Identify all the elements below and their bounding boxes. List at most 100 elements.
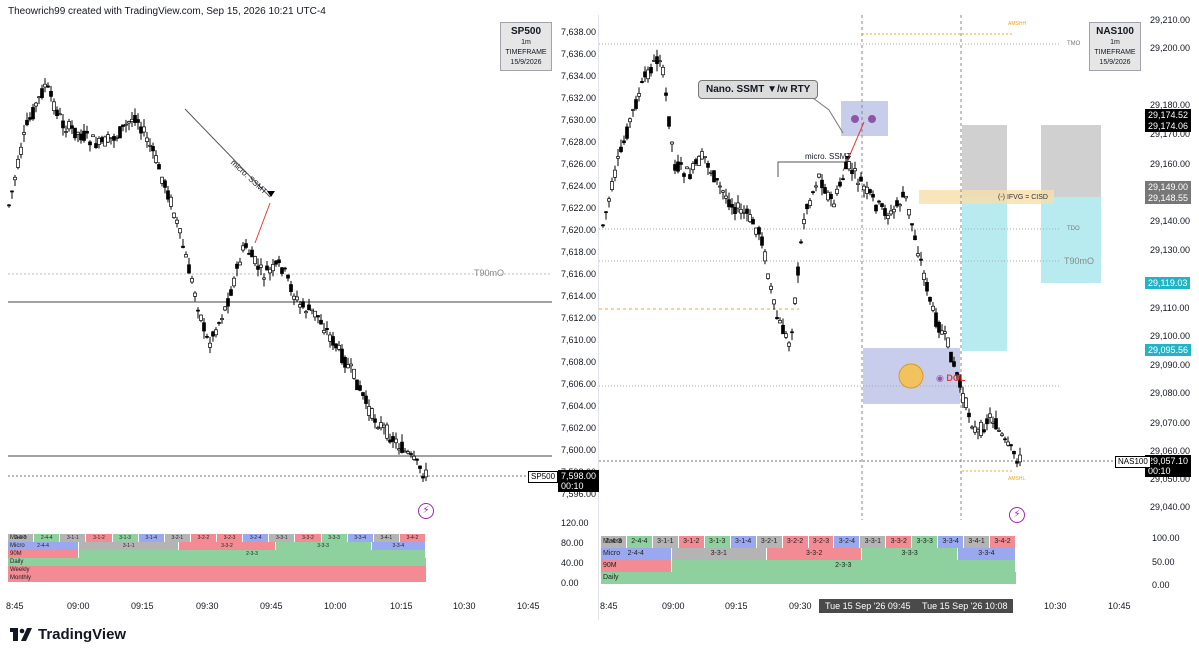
candle-body [358,385,362,391]
candle-body [385,424,389,439]
candle-body [292,295,296,300]
candle-body [910,223,914,226]
candle-body [214,329,218,336]
candle-body [901,191,905,198]
candle-body [1006,441,1010,446]
candle-body [400,441,404,453]
candle-body [895,200,899,207]
right-cyan-box-2 [1041,197,1101,283]
candle-body [100,137,104,143]
left-symbol-box: SP500 1m TIMEFRAME 15/9/2026 [500,22,552,71]
candle-body [241,245,245,251]
candle-body [691,163,695,171]
right-price-tick: 29,060.00 [1150,446,1191,456]
candle-body [346,364,350,369]
right-symbol-box: NAS100 1m TIMEFRAME 15/9/2026 [1089,22,1141,71]
left-price-tick: 7,634.00 [561,71,597,81]
right-lightning-icon[interactable]: ⚡ [1009,507,1025,523]
right-moon-icon [898,363,924,389]
candle-body [760,236,764,246]
candle-body [1000,433,1004,436]
candle-body [262,277,266,280]
micro-row: 2-4-4 3-3-1 3-3-2 3-3-3 3-3-4 Micro [601,548,1016,560]
candle-body [7,204,11,207]
candle-body [682,173,686,177]
candle-body [79,133,83,141]
candle-body [961,393,965,404]
micro-row: 2-4-4 3-1-1 3-3-2 3-3-3 3-3-4 Micro [8,542,426,550]
micro-cell: 2-4-4 [601,548,672,560]
candle-body [928,296,932,302]
candle-body [97,138,101,145]
candle-body [718,185,722,188]
candle-body [844,161,848,170]
candle-body [769,285,773,290]
candle-body [61,120,65,129]
left-time-tick: 09:00 [67,601,90,611]
tradingview-logo[interactable]: TradingView [10,626,126,643]
right-ifvg-label: (-) IFVG = CISD [998,194,1048,201]
left-chart-canvas[interactable] [0,15,598,520]
candle-body [757,227,761,235]
candle-body [736,202,740,209]
candle-body [73,127,77,139]
candle-body [673,164,677,171]
candle-body [835,188,839,194]
candle-body [1018,454,1022,463]
candle-body [277,259,281,264]
candle-body [136,119,140,123]
candle-body [421,476,425,479]
macro-cell: 3-3-1 [269,534,296,542]
candle-body [631,109,635,111]
candle-body [823,187,827,194]
candle-body [154,155,158,163]
candle-body [22,132,26,135]
candle-body [19,146,23,155]
left-price-tick: 7,626.00 [561,159,597,169]
right-date: 15/9/2026 [1099,59,1131,66]
left-time-tick: 09:15 [131,601,154,611]
left-price-tick: 7,618.00 [561,247,597,257]
candle-body [160,176,164,184]
candle-body [184,254,188,258]
daily-row-label: Daily [603,574,619,581]
macro-row-label: Macro [603,538,623,545]
right-chart-canvas[interactable] [599,15,1139,520]
macro-cell: 3-1-2 [678,536,705,548]
candle-body [232,277,236,287]
candle-body [187,264,191,274]
micro-cell: 3-3-2 [179,542,276,550]
candle-body [28,117,32,120]
right-micro-line [777,161,848,177]
left-lightning-icon[interactable]: ⚡ [418,503,434,519]
candle-body [25,119,29,126]
candle-body [943,331,947,334]
candle-body [46,85,50,88]
pane-separator [598,15,599,620]
candle-body [988,413,992,418]
candle-body [772,299,776,305]
candle-body [244,243,248,248]
candle-body [637,93,641,97]
candle-body [937,322,941,333]
candle-body [229,289,233,296]
candle-body [931,305,935,311]
candle-body [199,314,203,321]
candle-body [916,253,920,257]
macro-cell: 3-1-2 [86,534,113,542]
candle-body [892,208,896,213]
left-time-tick: 8:45 [6,601,24,611]
left-timeframe: 1m TIMEFRAME [505,39,547,56]
candle-body [883,208,887,216]
left-price-tick: 7,616.00 [561,269,597,279]
left-time-tick: 10:45 [517,601,540,611]
right-dol-label: ◉ DOL [936,373,966,383]
candle-body [271,264,275,272]
right-price-tag: 29,174.06 [1145,120,1192,132]
90m-cell-a [601,560,672,572]
candle-body [148,144,152,147]
right-sub-tick: 50.00 [1152,557,1175,567]
macro-cell: 3-1-4 [730,536,757,548]
candle-body [397,448,401,451]
candle-body [37,96,41,99]
